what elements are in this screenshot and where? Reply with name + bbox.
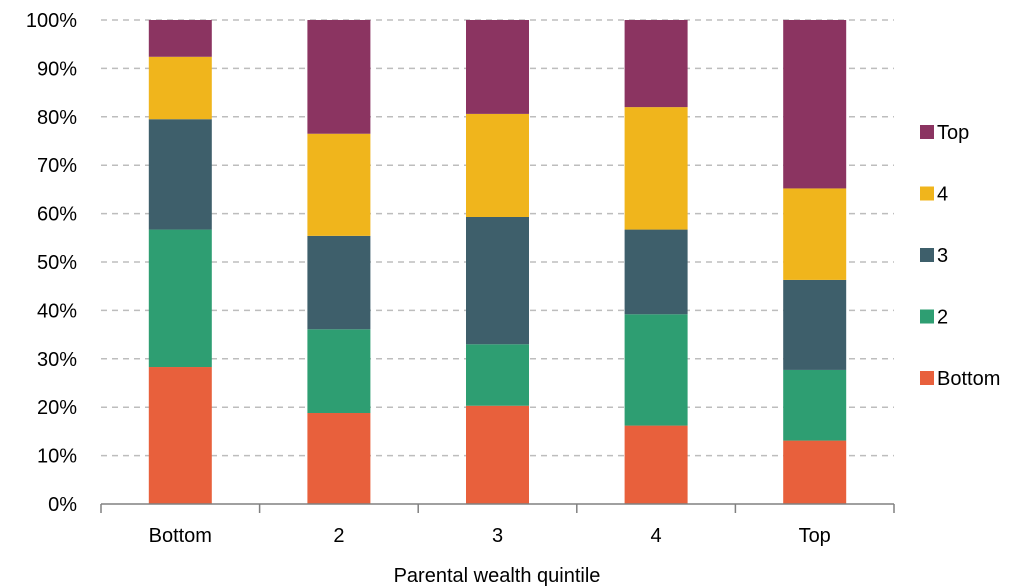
x-axis-title: Parental wealth quintile (394, 565, 601, 587)
bar-segment (307, 133, 371, 236)
bars (148, 20, 847, 504)
legend-swatch (920, 371, 934, 385)
bar-segment (148, 56, 212, 120)
legend-label: Bottom (937, 368, 1000, 390)
legend-label: 2 (937, 307, 948, 329)
y-tick-label: 100% (26, 10, 77, 32)
bar-segment (624, 314, 688, 426)
bar-segment (466, 113, 529, 217)
legend-swatch (920, 186, 934, 201)
legend-item: 2 (920, 307, 948, 329)
y-tick-label: 0% (48, 494, 77, 516)
legend: Top 4 3 2 Bottom (920, 122, 1000, 390)
legend-label: 4 (937, 184, 948, 206)
bar-segment (307, 413, 371, 504)
bar-segment (148, 367, 212, 504)
x-tick-label: Bottom (149, 525, 212, 547)
bar-segment (624, 425, 688, 504)
x-axis: Bottom 2 3 4 Top (100, 503, 895, 547)
x-tick-label: Top (799, 525, 831, 547)
y-axis-tick-labels: 0% 10% 20% 30% 40% 50% 60% 70% 80% 90% 100% (26, 10, 77, 516)
x-tick-label: 3 (492, 525, 503, 547)
y-tick-label: 90% (37, 58, 77, 80)
legend-swatch (920, 125, 934, 139)
bar-segment (307, 329, 371, 414)
y-tick-label: 80% (37, 107, 77, 129)
bar-segment (466, 216, 529, 345)
legend-swatch (920, 309, 934, 324)
y-tick-label: 10% (37, 446, 77, 468)
bar-segment (624, 229, 688, 315)
bar-segment (307, 20, 371, 134)
bar-segment (783, 369, 847, 441)
y-tick-label: 30% (37, 349, 77, 371)
legend-item: Top (920, 122, 969, 144)
bar-segment (466, 405, 529, 504)
legend-label: 3 (937, 245, 948, 267)
legend-item: 4 (920, 184, 948, 206)
y-tick-label: 20% (37, 397, 77, 419)
bar-segment (783, 188, 847, 280)
legend-label: Top (937, 122, 969, 144)
y-tick-label: 40% (37, 300, 77, 322)
y-tick-label: 70% (37, 155, 77, 177)
bar-segment (624, 107, 688, 230)
bar-segment (783, 20, 847, 189)
bar-segment (624, 20, 688, 108)
y-tick-label: 60% (37, 204, 77, 226)
bar-segment (307, 235, 371, 330)
bar-segment (148, 20, 212, 57)
legend-item: 3 (920, 245, 948, 267)
y-tick-label: 50% (37, 252, 77, 274)
bar-segment (466, 20, 529, 114)
x-tick-label: 2 (333, 525, 344, 547)
bar-segment (148, 229, 212, 368)
legend-item: Bottom (920, 368, 1000, 390)
legend-swatch (920, 248, 934, 262)
bar-segment (783, 279, 847, 370)
bar-segment (466, 344, 529, 406)
bar-segment (148, 119, 212, 230)
bar-segment (783, 440, 847, 504)
x-tick-label: 4 (651, 525, 662, 547)
